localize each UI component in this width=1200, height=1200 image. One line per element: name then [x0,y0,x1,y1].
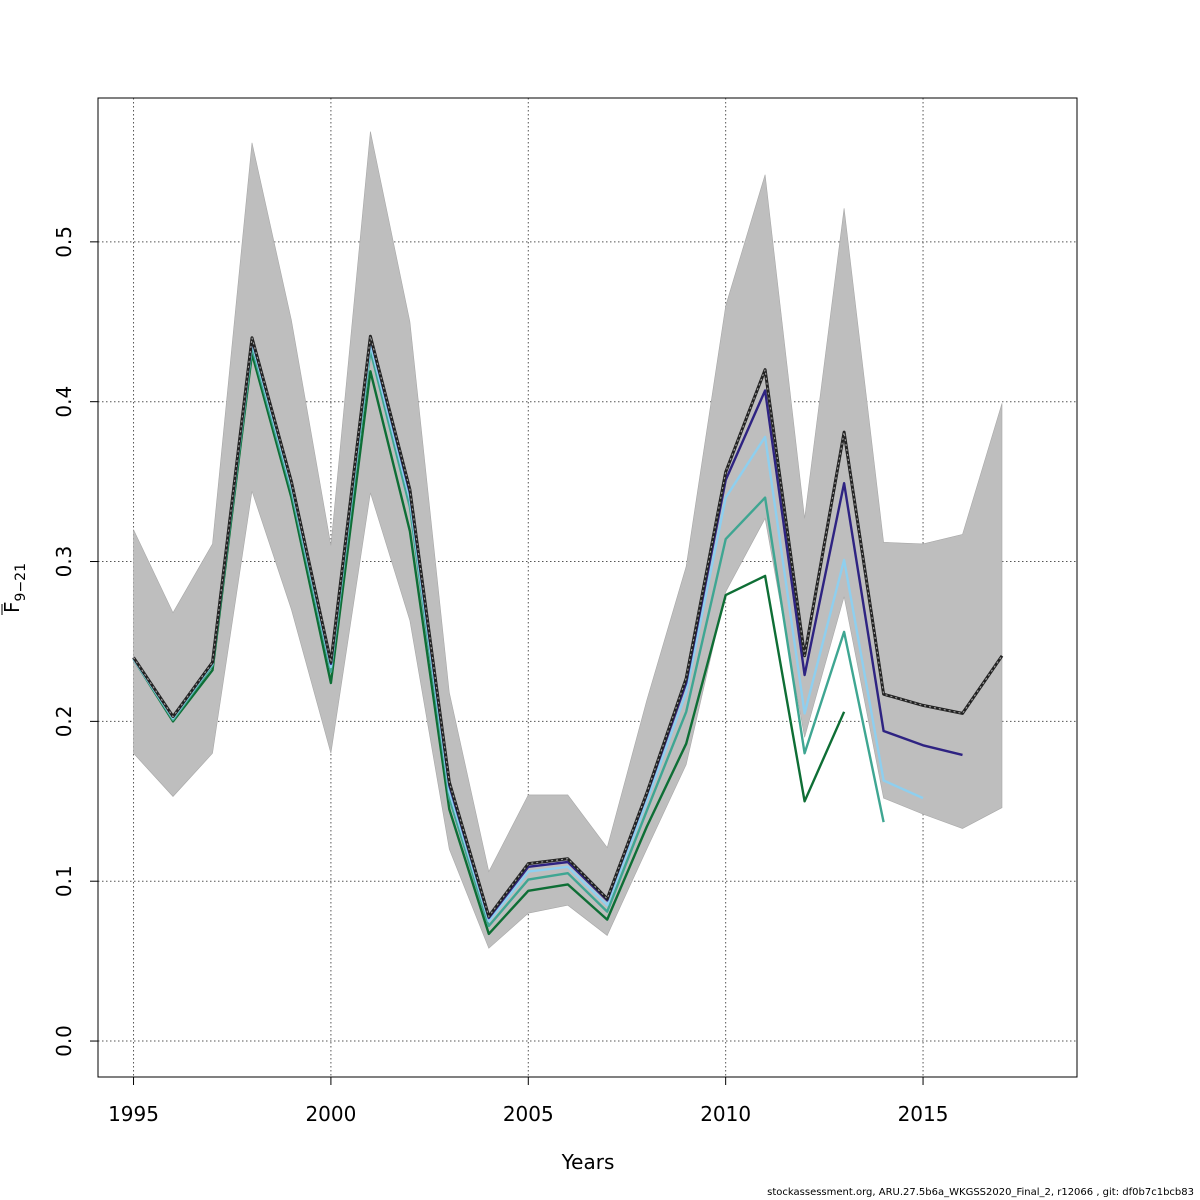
y-tick-label-0.3: 0.3 [52,546,76,578]
y-axis-title-subscript: 9−21 [13,563,29,601]
x-axis: 1995 2000 2005 2010 2015 [108,1076,949,1126]
confidence-band [133,131,1003,949]
y-tick-label-0.5: 0.5 [52,226,76,258]
series-line-2017-assessment-dash [133,336,1003,918]
series-line-2014-assessment [132,346,885,928]
y-tick-label-0.0: 0.0 [52,1025,76,1057]
y-tick-label-0.4: 0.4 [52,386,76,418]
x-tick-label-2000: 2000 [305,1102,356,1126]
confidence-band-layer [133,131,1003,949]
x-tick-label-2010: 2010 [700,1102,751,1126]
y-axis-title: F9−21 [0,563,29,615]
x-tick-label-2015: 2015 [898,1102,949,1126]
y-tick-label-0.2: 0.2 [52,705,76,737]
x-tick-label-1995: 1995 [108,1102,159,1126]
svg-text:F9−21: F9−21 [0,563,29,613]
y-tick-label-0.1: 0.1 [52,865,76,897]
y-axis-title-main: F [0,601,24,613]
series-layer [132,334,1004,936]
x-axis-title: Years [561,1150,615,1174]
y-axis: 0.0 0.1 0.2 0.3 0.4 0.5 [52,226,99,1057]
x-tick-label-2005: 2005 [503,1102,554,1126]
footer-source-note: stockassessment.org, ARU.27.5b6a_WKGSS20… [767,1187,1194,1198]
